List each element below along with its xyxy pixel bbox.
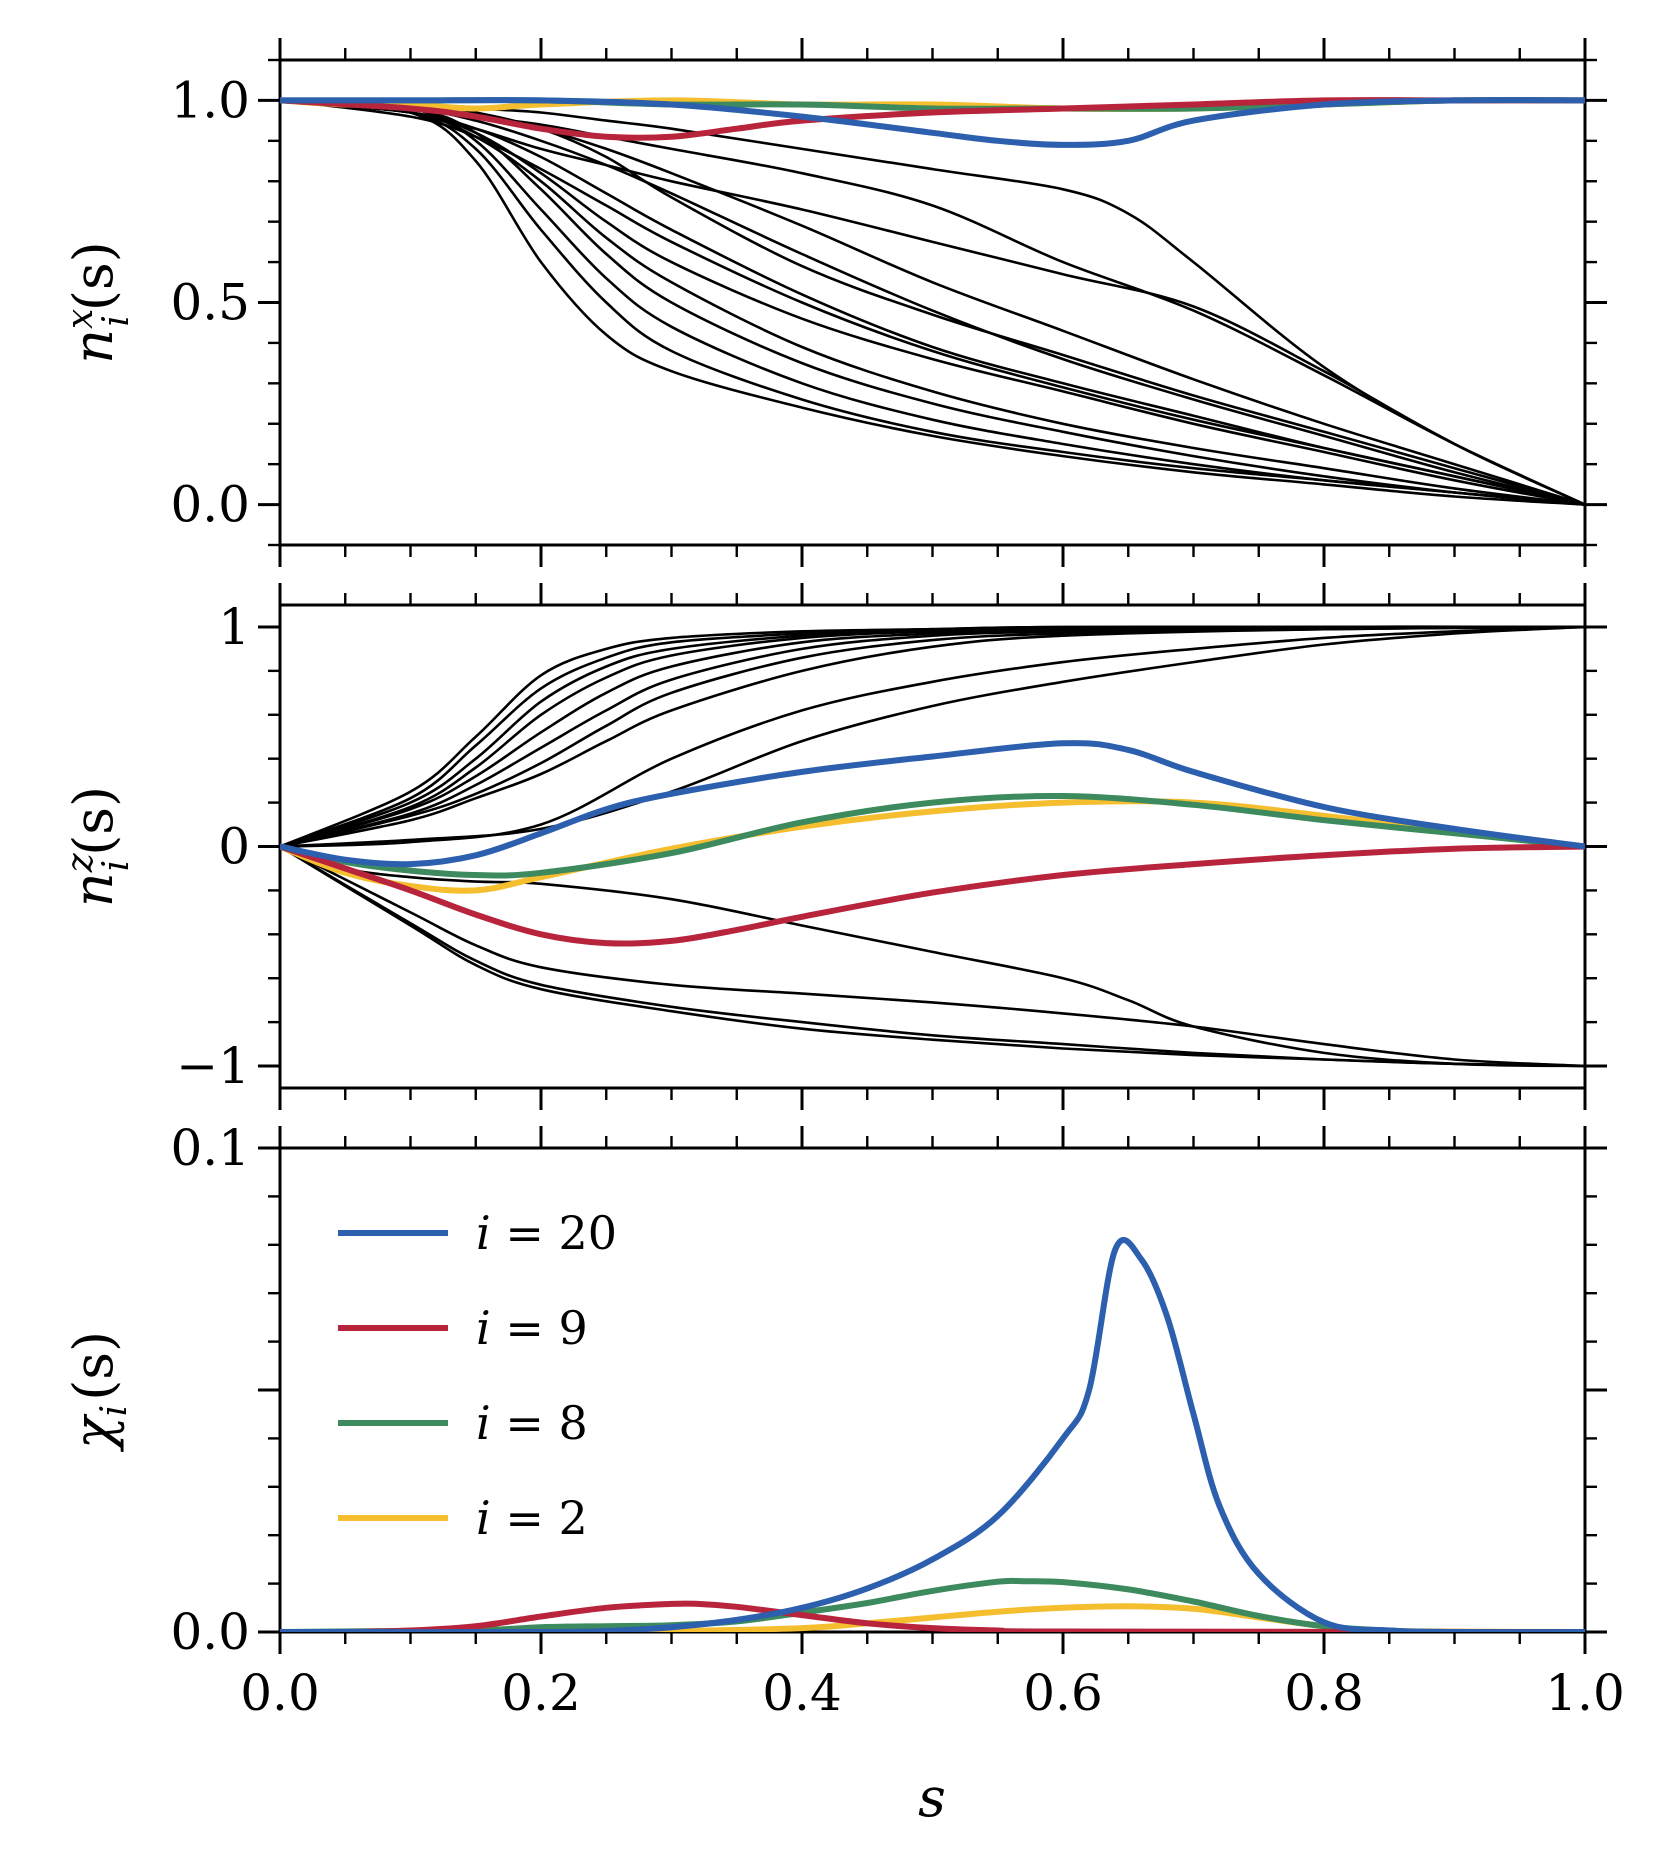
black-series-line bbox=[280, 99, 1585, 506]
legend-label: i = 20 bbox=[476, 1206, 617, 1260]
y-tick-label: 0.0 bbox=[170, 476, 250, 534]
black-series-line bbox=[280, 99, 1585, 506]
black-series-line bbox=[280, 99, 1585, 506]
legend-label: i = 8 bbox=[476, 1396, 588, 1450]
black-series-line bbox=[280, 99, 1585, 506]
series-line-i20 bbox=[280, 1237, 1585, 1632]
x-tick-label: 0.8 bbox=[1284, 1664, 1364, 1722]
series-line-i20 bbox=[280, 740, 1585, 868]
x-tick-label: 0.6 bbox=[1023, 1664, 1103, 1722]
x-tick-label: 0.2 bbox=[501, 1664, 581, 1722]
y-tick-label: 0 bbox=[218, 818, 250, 876]
y-axis-label: χi(s) bbox=[62, 1331, 135, 1453]
black-series-line bbox=[280, 845, 1585, 1068]
legend: i = 20 i = 9 i = 8 i = 2 bbox=[338, 1206, 617, 1545]
y-tick-label: −1 bbox=[176, 1037, 250, 1095]
y-axis-label: nzi(s) bbox=[60, 786, 137, 907]
y-tick-label: 0.0 bbox=[170, 1603, 250, 1661]
y-tick-label: 1.0 bbox=[170, 71, 250, 129]
y-axis-label: nxi(s) bbox=[60, 241, 137, 363]
black-series-line bbox=[280, 625, 1585, 848]
black-series-line bbox=[280, 625, 1585, 848]
black-series-line bbox=[280, 99, 1585, 506]
black-series-line bbox=[280, 625, 1585, 848]
curves-group bbox=[280, 97, 1585, 506]
series-line-i2 bbox=[280, 798, 1585, 894]
x-tick-label: 1.0 bbox=[1545, 1664, 1625, 1722]
black-series-line bbox=[280, 99, 1585, 506]
series-line-i20 bbox=[280, 97, 1585, 148]
y-tick-label: 1 bbox=[218, 598, 250, 656]
panel-top: 0.0 0.5 1.0 nxi(s) bbox=[60, 38, 1607, 567]
black-series-line bbox=[280, 99, 1585, 506]
x-tick-label: 0.4 bbox=[762, 1664, 842, 1722]
y-tick-label: 0.1 bbox=[170, 1119, 250, 1177]
y-tick-label: 0.5 bbox=[170, 274, 250, 332]
legend-label: i = 2 bbox=[476, 1491, 588, 1545]
black-series-line bbox=[280, 845, 1585, 1068]
curves-group bbox=[280, 625, 1585, 1068]
curves-group bbox=[280, 1237, 1585, 1632]
x-axis-label: s bbox=[918, 1766, 946, 1829]
x-tick-label: 0.0 bbox=[240, 1664, 320, 1722]
legend-label: i = 9 bbox=[476, 1301, 588, 1355]
panel-middle: −1 0 1 nzi(s) bbox=[60, 583, 1607, 1110]
series-line-i9 bbox=[280, 1600, 1585, 1632]
panel-bottom: 0.0 0.1 0.0 0.2 0.4 0.6 0.8 1.0 χi(s) bbox=[62, 1119, 1625, 1722]
series-line-i9 bbox=[280, 843, 1585, 947]
black-series-line bbox=[280, 845, 1585, 1068]
series-line-i8 bbox=[280, 792, 1585, 879]
